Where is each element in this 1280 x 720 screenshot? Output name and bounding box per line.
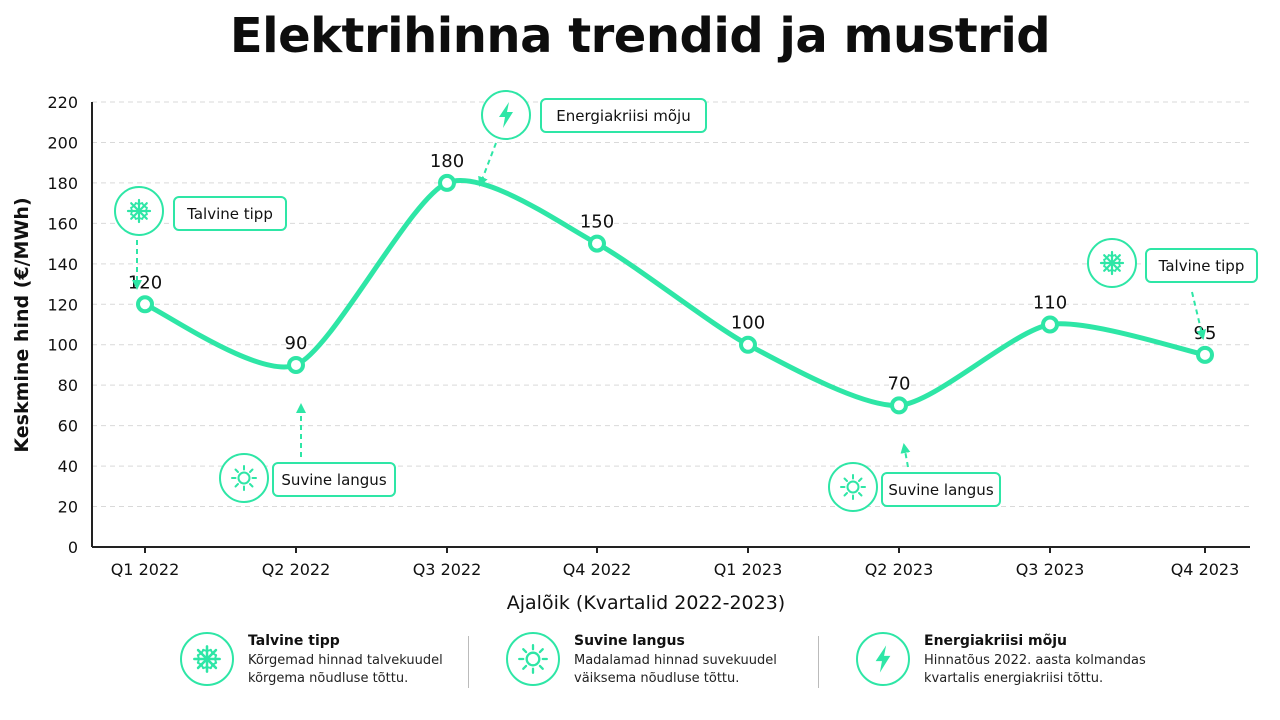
- data-label: 70: [888, 373, 911, 394]
- annotation-label: Energiakriisi mõju: [556, 107, 690, 125]
- data-label: 180: [430, 151, 464, 172]
- sun-icon: [506, 632, 560, 686]
- legend-item-summer: Suvine langus Madalamad hinnad suvekuude…: [506, 632, 777, 694]
- data-point: [890, 396, 908, 415]
- y-tick-label: 120: [47, 295, 78, 314]
- snowflake-icon: [180, 632, 234, 686]
- annotation-label: Suvine langus: [281, 471, 386, 489]
- sun-icon: [828, 462, 878, 512]
- legend-title: Energiakriisi mõju: [924, 633, 1067, 649]
- annotation: Energiakriisi mõju: [478, 90, 707, 187]
- annotation: Talvine tipp: [114, 186, 287, 290]
- chart-title: Elektrihinna trendid ja mustrid: [229, 8, 1051, 64]
- annotation-label: Talvine tipp: [186, 205, 273, 223]
- data-label: 95: [1194, 323, 1217, 344]
- annotation-arrow: [900, 443, 911, 468]
- y-tick-label: 220: [47, 93, 78, 112]
- lightning-icon: [481, 90, 531, 140]
- legend-title: Suvine langus: [574, 633, 685, 649]
- annotation-arrow: [1191, 291, 1207, 340]
- data-point: [1041, 315, 1059, 334]
- x-tick-label: Q4 2023: [1171, 560, 1240, 579]
- y-tick-label: 180: [47, 174, 78, 193]
- annotation: Suvine langus: [828, 443, 1001, 512]
- y-tick-label: 40: [58, 457, 78, 476]
- data-label: 90: [285, 333, 308, 354]
- grid-lines: [92, 101, 1250, 508]
- y-tick-label: 160: [47, 214, 78, 233]
- y-tick-label: 200: [47, 133, 78, 152]
- data-point: [739, 335, 757, 354]
- data-point: [438, 173, 456, 192]
- y-tick-label: 140: [47, 255, 78, 274]
- legend-item-winter: Talvine tipp Kõrgemad hinnad talvekuudel…: [180, 632, 443, 694]
- axes: [91, 102, 1250, 548]
- annotation-box: [272, 462, 396, 497]
- annotation-box: [881, 472, 1001, 507]
- x-tick-label: Q1 2023: [714, 560, 783, 579]
- series-line: [142, 178, 1208, 408]
- annotation-label: Talvine tipp: [1158, 257, 1245, 275]
- x-tick-label: Q3 2022: [413, 560, 482, 579]
- data-label: 150: [580, 212, 614, 233]
- snowflake-icon: [114, 186, 164, 236]
- data-points: [136, 173, 1214, 415]
- y-tick-label: 20: [58, 498, 78, 517]
- y-tick-label: 100: [47, 336, 78, 355]
- legend-divider: [468, 636, 469, 688]
- y-tick-labels: 0 20 40 60 80 100 120 140 160 180 200 220: [47, 93, 78, 557]
- y-axis-label: Keskmine hind (€/MWh): [11, 197, 33, 452]
- x-tick-label: Q1 2022: [111, 560, 180, 579]
- lightning-icon: [856, 632, 910, 686]
- legend-item-crisis: Energiakriisi mõju Hinnatõus 2022. aasta…: [856, 632, 1146, 694]
- annotation-box: [540, 98, 707, 133]
- data-label: 110: [1033, 293, 1067, 314]
- data-point: [136, 295, 154, 314]
- legend-text: kvartalis energiakriisi tõttu.: [924, 671, 1104, 686]
- y-tick-label: 60: [58, 417, 78, 436]
- data-point: [287, 355, 305, 374]
- annotation-box: [173, 196, 287, 231]
- annotations: Talvine tipp Suvine langus Energiakriisi m…: [114, 90, 1258, 512]
- data-label: 120: [128, 272, 162, 293]
- x-tick-label: Q2 2022: [262, 560, 331, 579]
- x-tick-label: Q3 2023: [1016, 560, 1085, 579]
- annotation-box: [1145, 248, 1258, 283]
- legend-text: Kõrgemad hinnad talvekuudel: [248, 653, 443, 668]
- x-tick-labels: Q1 2022 Q2 2022 Q3 2022 Q4 2022 Q1 2023 Q2 20…: [111, 547, 1240, 579]
- data-point: [588, 234, 606, 253]
- sun-icon: [219, 453, 269, 503]
- annotation-arrow: [478, 142, 497, 187]
- legend-text: Madalamad hinnad suvekuudel: [574, 653, 777, 668]
- x-tick-label: Q2 2023: [865, 560, 934, 579]
- annotation: Talvine tipp: [1087, 238, 1258, 340]
- legend-text: väiksema nõudluse tõttu.: [574, 671, 740, 686]
- y-tick-label: 0: [68, 538, 78, 557]
- legend-title: Talvine tipp: [248, 633, 340, 649]
- annotation-label: Suvine langus: [888, 481, 993, 499]
- x-axis-label: Ajalõik (Kvartalid 2022-2023): [507, 592, 785, 614]
- legend-divider: [818, 636, 819, 688]
- legend-text: Hinnatõus 2022. aasta kolmandas: [924, 653, 1146, 668]
- annotation: Suvine langus: [219, 403, 396, 503]
- data-point: [1196, 345, 1214, 364]
- snowflake-icon: [1087, 238, 1137, 288]
- data-label: 100: [731, 313, 765, 334]
- line-chart: 0 20 40 60 80 100 120 140 160 180 200 220 Q1 2022 Q2…: [11, 90, 1258, 614]
- y-tick-label: 80: [58, 376, 78, 395]
- x-tick-label: Q4 2022: [563, 560, 632, 579]
- legend-text: kõrgema nõudluse tõttu.: [248, 671, 409, 686]
